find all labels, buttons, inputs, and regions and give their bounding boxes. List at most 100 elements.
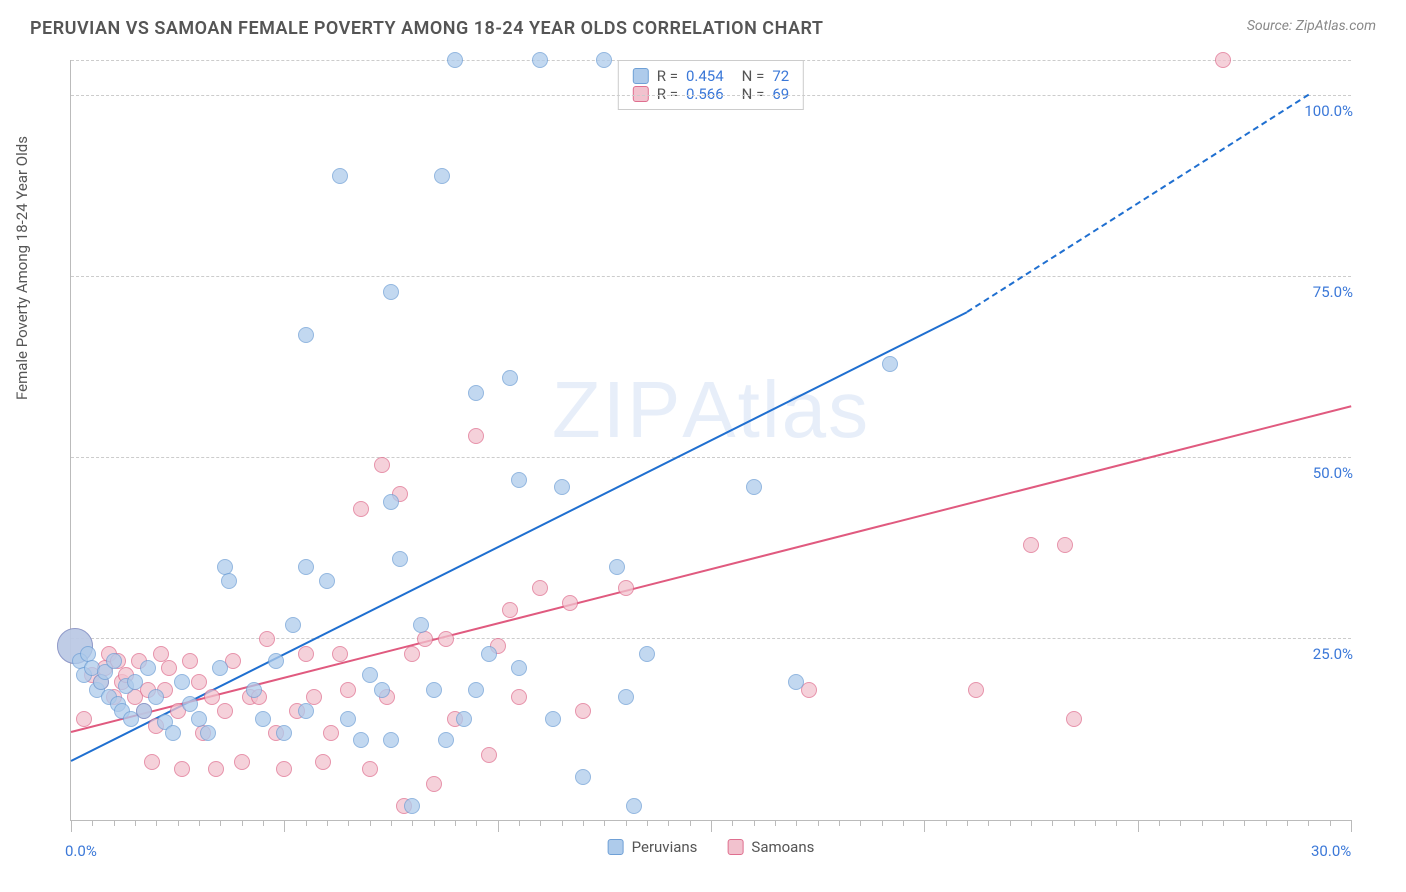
x-tick	[711, 820, 712, 832]
scatter-point	[404, 646, 420, 662]
x-tick	[1266, 820, 1267, 826]
scatter-point	[362, 667, 378, 683]
x-tick	[818, 820, 819, 826]
x-tick	[882, 820, 883, 826]
scatter-point	[136, 703, 152, 719]
scatter-point	[404, 798, 420, 814]
scatter-point	[353, 732, 369, 748]
scatter-point	[788, 674, 804, 690]
scatter-point	[502, 370, 518, 386]
x-tick	[1159, 820, 1160, 826]
scatter-point	[562, 595, 578, 611]
legend-label: Samoans	[751, 838, 814, 856]
x-tick	[604, 820, 605, 826]
scatter-point	[447, 52, 463, 68]
stats-legend-row: R =0.566N =69	[633, 85, 789, 103]
x-tick	[135, 820, 136, 826]
scatter-point	[127, 674, 143, 690]
x-tick	[1095, 820, 1096, 826]
x-tick	[540, 820, 541, 826]
x-tick	[434, 820, 435, 826]
x-tick	[348, 820, 349, 826]
x-tick	[1074, 820, 1075, 826]
scatter-point	[1066, 711, 1082, 727]
scatter-point	[332, 168, 348, 184]
scatter-point	[276, 761, 292, 777]
x-tick	[775, 820, 776, 826]
x-tick	[156, 820, 157, 826]
scatter-point	[1057, 537, 1073, 553]
x-tick	[583, 820, 584, 826]
scatter-point	[153, 646, 169, 662]
source-label: Source: ZipAtlas.com	[1247, 18, 1376, 34]
x-tick	[732, 820, 733, 826]
scatter-point	[413, 617, 429, 633]
x-tick	[71, 820, 72, 832]
x-tick-label: 30.0%	[1311, 842, 1351, 860]
x-tick	[327, 820, 328, 826]
legend-item: Samoans	[727, 838, 814, 856]
scatter-point	[221, 573, 237, 589]
x-tick	[306, 820, 307, 826]
x-tick	[242, 820, 243, 826]
scatter-point	[217, 703, 233, 719]
legend-n-value: 69	[772, 85, 789, 103]
series-legend: PeruviansSamoans	[608, 838, 815, 856]
x-tick	[114, 820, 115, 826]
scatter-point	[417, 631, 433, 647]
gridline	[71, 457, 1351, 458]
scatter-point	[438, 631, 454, 647]
x-tick	[754, 820, 755, 826]
scatter-point	[259, 631, 275, 647]
x-tick	[370, 820, 371, 826]
gridline	[71, 276, 1351, 277]
scatter-point	[374, 682, 390, 698]
watermark: ZIPAtlas	[552, 364, 870, 456]
scatter-point	[374, 457, 390, 473]
scatter-point	[144, 754, 160, 770]
gridline	[71, 95, 1351, 96]
scatter-point	[1215, 52, 1231, 68]
x-tick	[1330, 820, 1331, 826]
x-tick	[924, 820, 925, 832]
scatter-point	[383, 494, 399, 510]
y-tick-label: 100.0%	[1304, 102, 1353, 120]
scatter-point	[353, 501, 369, 517]
scatter-point	[468, 682, 484, 698]
legend-n-label: N =	[742, 85, 765, 103]
x-tick	[263, 820, 264, 826]
x-tick	[519, 820, 520, 826]
scatter-point	[383, 284, 399, 300]
x-tick	[1052, 820, 1053, 826]
scatter-point	[161, 660, 177, 676]
scatter-point	[340, 682, 356, 698]
legend-r-label: R =	[657, 67, 678, 85]
stats-legend: R =0.454N =72R = 0.566 N = 69	[618, 60, 804, 110]
scatter-point	[746, 479, 762, 495]
scatter-point	[468, 428, 484, 444]
x-tick	[1138, 820, 1139, 832]
scatter-point	[191, 674, 207, 690]
scatter-point	[362, 761, 378, 777]
scatter-point	[234, 754, 250, 770]
scatter-point	[575, 703, 591, 719]
scatter-point	[618, 580, 634, 596]
scatter-point	[255, 711, 271, 727]
x-tick	[903, 820, 904, 826]
x-tick	[967, 820, 968, 826]
legend-r-value: 0.566	[686, 85, 724, 103]
scatter-plot: ZIPAtlas R =0.454N =72R =0.566N =69 Peru…	[70, 60, 1351, 821]
scatter-point	[575, 769, 591, 785]
scatter-point	[276, 725, 292, 741]
x-tick	[562, 820, 563, 826]
x-tick	[626, 820, 627, 826]
x-tick	[1308, 820, 1309, 826]
legend-swatch	[633, 68, 649, 84]
scatter-point	[456, 711, 472, 727]
x-tick	[1202, 820, 1203, 826]
stats-legend-row: R =0.454N =72	[633, 67, 789, 85]
chart-title: PERUVIAN VS SAMOAN FEMALE POVERTY AMONG …	[30, 18, 1376, 39]
x-tick	[1116, 820, 1117, 826]
y-tick-label: 25.0%	[1313, 645, 1353, 663]
scatter-point	[268, 653, 284, 669]
